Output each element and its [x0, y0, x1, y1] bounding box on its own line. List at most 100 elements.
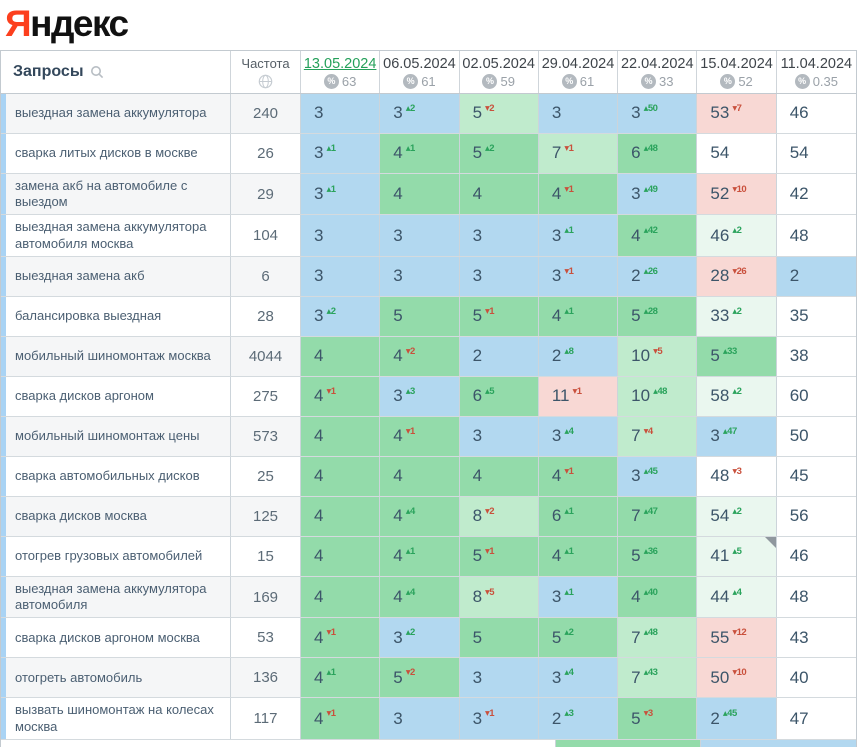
query-text[interactable]: замена акб на автомобиле с выездом — [15, 177, 188, 210]
query-text[interactable]: выездная замена аккумулятора — [15, 105, 207, 121]
query-cell[interactable]: сварка дисков москва — [1, 496, 231, 536]
position-cell[interactable]: 8 ▾5 — [459, 576, 539, 618]
query-cell[interactable]: выездная замена аккумулятора — [1, 93, 231, 133]
position-cell[interactable]: 3 ▴50 — [618, 93, 698, 133]
position-cell[interactable]: 60 — [776, 376, 856, 416]
position-cell[interactable]: 41 ▴5 — [697, 536, 777, 576]
queries-column-header[interactable]: Запросы — [1, 50, 231, 93]
position-cell[interactable]: 54 ▴2 — [697, 496, 777, 536]
position-cell[interactable]: 11 ▾1 — [538, 376, 619, 416]
position-cell[interactable]: 3 ▴2 — [301, 296, 381, 336]
position-cell[interactable]: 3 ▾1 — [538, 256, 619, 296]
position-cell[interactable]: 55 ▾12 — [697, 618, 777, 658]
query-text[interactable]: сварка дисков москва — [15, 508, 147, 524]
position-cell[interactable]: 54 — [776, 133, 856, 173]
note-corner-icon[interactable] — [764, 536, 776, 548]
position-cell[interactable]: 4 — [301, 456, 381, 496]
position-cell[interactable]: 4 ▴1 — [380, 133, 460, 173]
position-cell[interactable]: 58 ▴2 — [697, 376, 777, 416]
position-cell[interactable]: 4 ▾1 — [301, 698, 381, 739]
position-cell[interactable]: 3 — [380, 215, 460, 256]
position-cell[interactable]: 5 ▴2 — [538, 618, 619, 658]
position-cell[interactable]: 43 — [776, 618, 856, 658]
position-cell[interactable]: 6 ▴5 — [459, 376, 539, 416]
position-cell[interactable]: 45 — [776, 456, 856, 496]
date-label[interactable]: 06.05.2024 — [383, 55, 456, 72]
position-cell[interactable]: 3 — [380, 256, 460, 296]
position-cell[interactable]: 3 ▴45 — [618, 456, 698, 496]
position-cell[interactable]: 6 ▴1 — [538, 496, 619, 536]
position-cell[interactable]: 7 ▴47 — [618, 496, 698, 536]
query-cell[interactable]: выездная замена акб — [1, 256, 231, 296]
position-cell[interactable]: 2 ▴45 — [697, 698, 777, 739]
position-cell[interactable]: 3 ▴2 — [380, 93, 460, 133]
position-cell[interactable]: 3 — [301, 215, 381, 256]
position-cell[interactable]: 2 ▴26 — [618, 256, 698, 296]
position-cell[interactable]: 4 ▾2 — [380, 336, 460, 376]
query-cell[interactable]: мобильный шиномонтаж цены — [1, 416, 231, 456]
date-column-header[interactable]: 13.05.2024% 63 — [301, 50, 381, 93]
query-text[interactable]: сварка литых дисков в москве — [15, 145, 198, 161]
position-cell[interactable]: 5 — [459, 618, 539, 658]
date-column-header[interactable]: 02.05.2024% 59 — [460, 50, 539, 93]
position-cell[interactable]: 2 ▴8 — [538, 336, 619, 376]
position-cell[interactable]: 3 ▴3 — [380, 376, 460, 416]
position-cell[interactable]: 4 — [301, 576, 381, 618]
position-cell[interactable]: 3 — [301, 256, 381, 296]
query-cell[interactable]: замена акб на автомобиле с выездом — [1, 173, 231, 215]
position-cell[interactable]: 5 ▾3 — [618, 698, 698, 739]
position-cell[interactable]: 3 — [380, 698, 460, 739]
position-cell[interactable]: 6 ▴48 — [618, 133, 698, 173]
position-cell[interactable]: 5 ▾2 — [459, 93, 539, 133]
position-cell[interactable]: 4 — [301, 536, 381, 576]
query-cell[interactable]: отогрев грузовых автомобилей — [1, 536, 231, 576]
position-cell[interactable]: 46 ▴2 — [697, 215, 777, 256]
query-cell[interactable]: выездная замена аккумулятора автомобиля … — [1, 215, 231, 256]
date-label[interactable]: 11.04.2024 — [780, 55, 853, 72]
position-cell[interactable]: 4 — [380, 456, 460, 496]
position-cell[interactable]: 46 — [776, 536, 856, 576]
position-cell[interactable]: 2 — [776, 256, 856, 296]
position-cell[interactable]: 4 — [380, 173, 460, 215]
position-cell[interactable]: 3 — [459, 416, 539, 456]
position-cell[interactable]: 40 — [776, 658, 856, 698]
position-cell[interactable]: 50 — [776, 416, 856, 456]
query-text[interactable]: выездная замена аккумулятора автомобиля … — [15, 219, 207, 251]
position-cell[interactable]: 4 — [301, 496, 381, 536]
date-label[interactable]: 15.04.2024 — [700, 55, 773, 72]
query-text[interactable]: сварка дисков аргоном москва — [15, 629, 200, 645]
position-cell[interactable]: 3 ▴4 — [538, 416, 619, 456]
query-cell[interactable]: сварка автомобильных дисков — [1, 456, 231, 496]
query-text[interactable]: отогреть автомобиль — [15, 669, 143, 685]
search-icon[interactable] — [90, 65, 104, 79]
position-cell[interactable]: 54 — [697, 133, 777, 173]
position-cell[interactable]: 56 — [776, 496, 856, 536]
position-cell[interactable]: 4 — [301, 416, 381, 456]
query-cell[interactable]: мобильный шиномонтаж москва — [1, 336, 231, 376]
position-cell[interactable]: 52 ▾10 — [697, 173, 777, 215]
position-cell[interactable]: 3 — [538, 93, 619, 133]
position-cell[interactable]: 10 ▴48 — [618, 376, 698, 416]
position-cell[interactable]: 3 — [459, 215, 539, 256]
query-cell[interactable]: отогреть автомобиль — [1, 658, 231, 698]
position-cell[interactable]: 5 ▾1 — [459, 296, 539, 336]
position-cell[interactable]: 4 ▴1 — [538, 296, 619, 336]
position-cell[interactable]: 5 ▴33 — [697, 336, 777, 376]
position-cell[interactable]: 50 ▾10 — [697, 658, 777, 698]
position-cell[interactable]: 4 ▴4 — [380, 496, 460, 536]
position-cell[interactable]: 3 ▴49 — [618, 173, 698, 215]
position-cell[interactable]: 3 ▴1 — [538, 215, 619, 256]
position-cell[interactable]: 3 ▴1 — [301, 133, 381, 173]
position-cell[interactable]: 47 — [776, 698, 856, 739]
date-label[interactable]: 13.05.2024 — [303, 55, 377, 72]
position-cell[interactable]: 5 ▾2 — [380, 658, 460, 698]
query-cell[interactable]: балансировка выездная — [1, 296, 231, 336]
position-cell[interactable]: 3 ▴47 — [697, 416, 777, 456]
date-label[interactable]: 29.04.2024 — [541, 55, 615, 72]
position-cell[interactable]: 4 ▴1 — [301, 658, 381, 698]
query-cell[interactable]: вызвать шиномонтаж на колесах москва — [1, 698, 231, 739]
query-text[interactable]: балансировка выездная — [15, 308, 162, 324]
position-cell[interactable]: 4 ▾1 — [538, 456, 619, 496]
position-cell[interactable]: 3 — [301, 93, 381, 133]
position-cell[interactable]: 3 ▾1 — [459, 698, 539, 739]
